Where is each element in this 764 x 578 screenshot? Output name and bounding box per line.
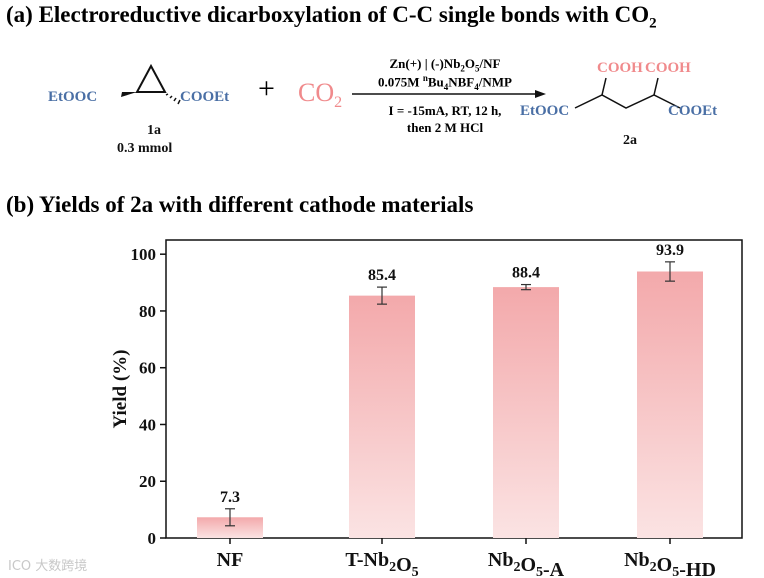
y-tick-label: 40	[139, 415, 156, 434]
reactant-label: 1a	[147, 123, 161, 138]
reactant-right-ester: COOEt	[180, 89, 230, 105]
co2-reagent: CO2	[298, 78, 343, 112]
bar-t-nb2o5	[349, 295, 415, 538]
reaction-arrow	[352, 90, 546, 98]
x-category-label: NF	[217, 549, 244, 571]
condition-electrolyte: 0.075M nBu4NBF4/NMP	[378, 73, 512, 92]
reactant-amount: 0.3 mmol	[117, 141, 173, 156]
cyclopropane-structure	[121, 63, 181, 105]
data-label: 7.3	[220, 489, 240, 506]
product-cooh-left: COOH	[597, 60, 643, 76]
x-category-label: T-Nb2O5	[345, 549, 418, 578]
bar-nb2o5-hd	[637, 271, 703, 538]
hash-bond	[165, 93, 181, 105]
section-a-title: (a) Electroreductive dicarboxylation of …	[6, 2, 657, 32]
wedge-bond	[121, 92, 137, 97]
bar-nf	[197, 517, 263, 538]
x-category-label: Nb2O5-A	[488, 549, 565, 578]
product-skeleton	[574, 77, 681, 109]
y-tick-label: 0	[148, 529, 157, 548]
section-b-title: (b) Yields of 2a with different cathode …	[6, 192, 474, 217]
y-tick-label: 80	[139, 302, 156, 321]
plus-sign: +	[258, 72, 275, 105]
data-label: 88.4	[512, 265, 540, 282]
watermark: ICO 大数跨境	[8, 559, 88, 574]
product-left-ester: EtOOC	[520, 103, 570, 119]
condition-current: I = -15mA, RT, 12 h,	[388, 103, 502, 118]
y-tick-label: 20	[139, 472, 156, 491]
x-category-label: Nb2O5-HD	[624, 549, 716, 578]
condition-workup: then 2 M HCl	[406, 120, 484, 135]
y-tick-label: 100	[131, 245, 157, 264]
data-label: 85.4	[368, 267, 396, 284]
plot-frame	[165, 239, 743, 539]
y-tick-label: 60	[139, 359, 156, 378]
reactant-left-ester: EtOOC	[48, 89, 98, 105]
y-axis-label: Yield (%)	[110, 350, 131, 429]
data-label: 93.9	[656, 242, 684, 259]
product-cooh-right: COOH	[645, 60, 691, 76]
bar-nb2o5-a	[493, 287, 559, 538]
product-label: 2a	[623, 133, 637, 148]
product-right-ester: COOEt	[668, 103, 718, 119]
condition-electrodes: Zn(+) | (-)Nb2O5/NF	[389, 56, 501, 74]
